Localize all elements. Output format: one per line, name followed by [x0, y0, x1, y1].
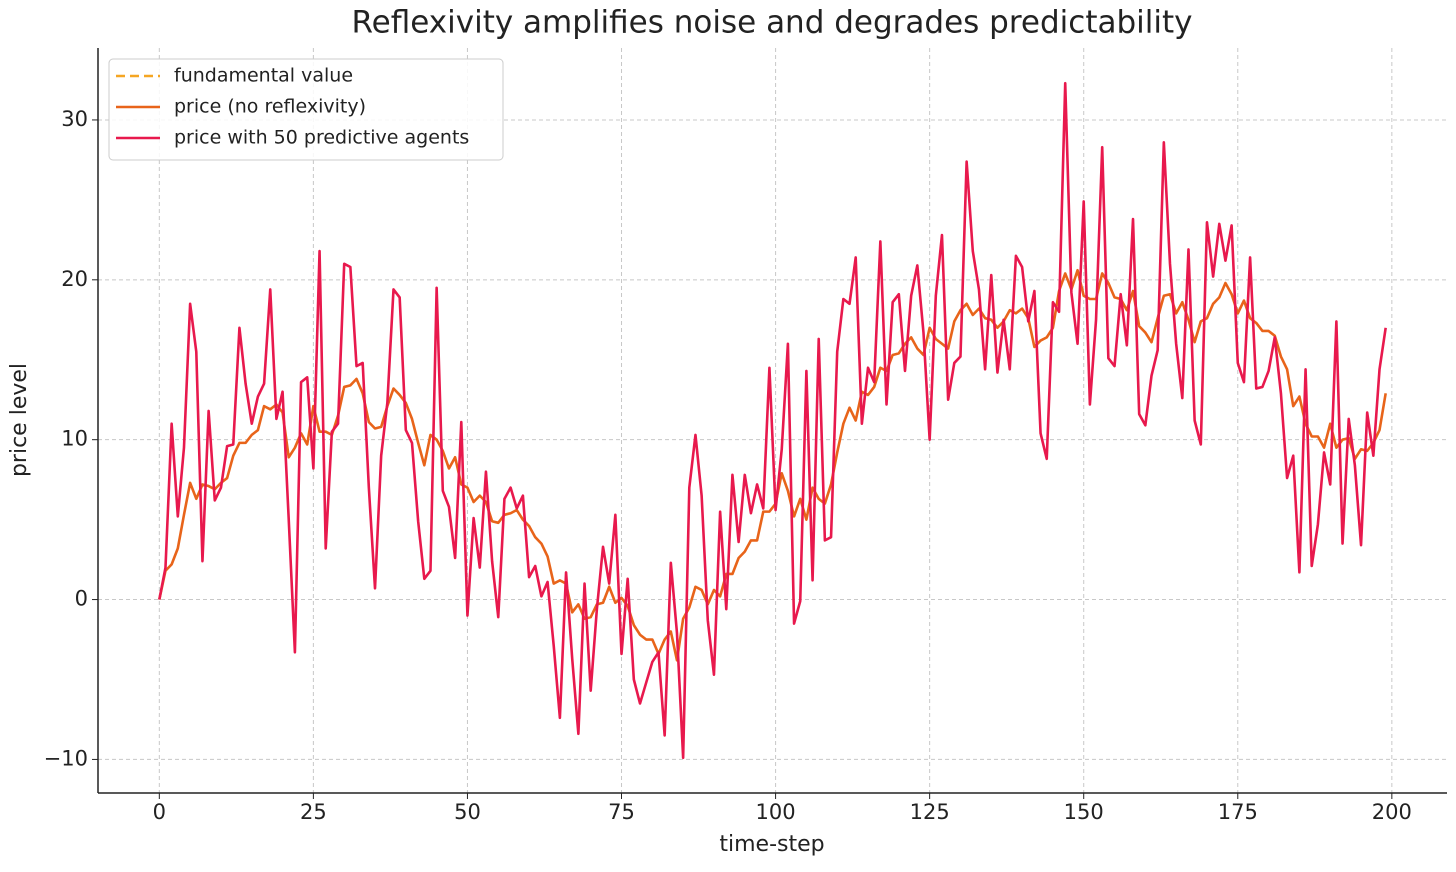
x-tick-label: 150	[1064, 800, 1104, 824]
x-tick-label: 100	[756, 800, 796, 824]
y-tick-label: 0	[75, 587, 88, 611]
y-tick-label: 20	[61, 267, 88, 291]
x-axis-label: time-step	[719, 832, 824, 857]
legend-box	[108, 58, 504, 161]
legend-label: price with 50 predictive agents	[174, 127, 469, 149]
legend-label: price (no reflexivity)	[174, 96, 366, 118]
x-tick-label: 50	[454, 800, 481, 824]
chart-title: Reflexivity amplifies noise and degrades…	[352, 5, 1193, 41]
y-tick-label: 30	[61, 107, 88, 131]
x-tick-label: 0	[153, 800, 166, 824]
y-tick-label: −10	[44, 746, 88, 770]
x-tick-label: 125	[910, 800, 950, 824]
x-tick-label: 25	[300, 800, 327, 824]
y-axis-label: price level	[7, 363, 32, 477]
y-tick-label: 10	[61, 427, 88, 451]
legend: fundamental value price (no reflexivity) p…	[108, 58, 504, 161]
x-tick-label: 200	[1372, 800, 1412, 824]
x-tick-label: 175	[1218, 800, 1258, 824]
series-line	[158, 81, 1387, 760]
x-tick-label: 75	[608, 800, 635, 824]
legend-label: fundamental value	[174, 65, 353, 87]
